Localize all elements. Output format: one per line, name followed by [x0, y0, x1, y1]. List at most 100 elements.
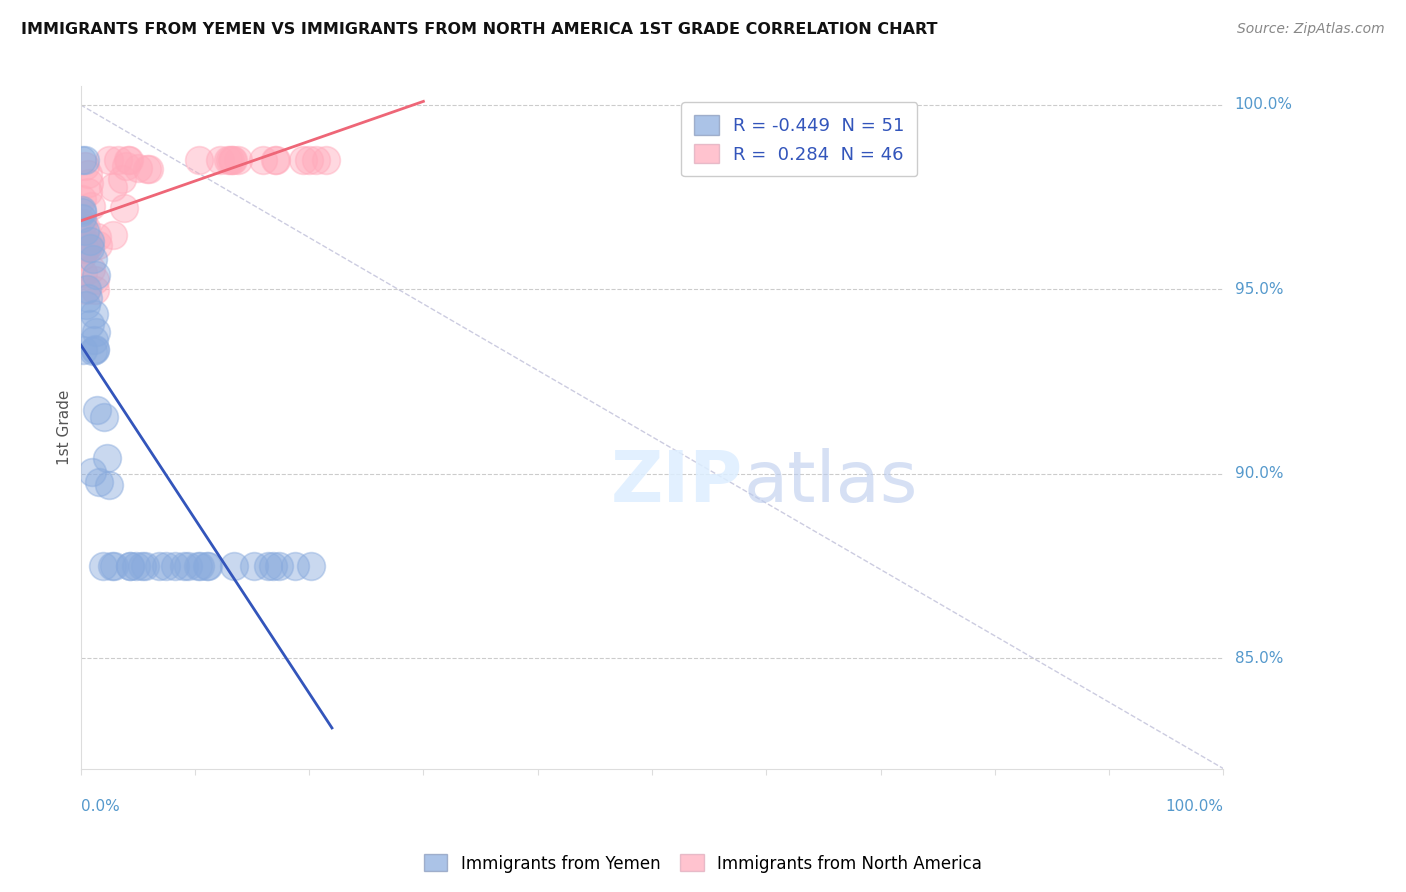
Point [115, 160, 138, 174]
Text: 0.0%: 0.0% [80, 799, 120, 814]
Point [195, 558, 218, 573]
Point [112, 201, 135, 215]
Point [79, 234, 101, 248]
Point [177, 558, 200, 573]
Point [134, 558, 156, 573]
Point [197, 558, 219, 573]
Point [107, 153, 129, 168]
Point [86, 229, 108, 244]
Point [84, 325, 107, 339]
Point [80, 261, 103, 276]
Point [70, 153, 93, 168]
Point [124, 558, 146, 573]
Point [101, 227, 124, 242]
Point [75, 284, 97, 298]
Point [284, 558, 307, 573]
Point [224, 558, 246, 573]
Point [80, 199, 103, 213]
Point [72, 266, 94, 280]
Point [82, 465, 104, 479]
Point [135, 161, 157, 176]
Text: 90.0%: 90.0% [1234, 467, 1284, 481]
Point [208, 153, 231, 168]
Point [83, 283, 105, 297]
Point [103, 558, 125, 573]
Text: atlas: atlas [744, 448, 918, 516]
Point [148, 558, 170, 573]
Point [110, 172, 132, 186]
Point [118, 558, 141, 573]
Point [89, 475, 111, 489]
Legend: R = -0.449  N = 51, R =  0.284  N = 46: R = -0.449 N = 51, R = 0.284 N = 46 [681, 103, 917, 177]
Point [76, 167, 98, 181]
Point [84, 272, 107, 286]
Point [73, 159, 96, 173]
Text: Source: ZipAtlas.com: Source: ZipAtlas.com [1237, 22, 1385, 37]
Point [217, 153, 239, 168]
Point [173, 558, 195, 573]
Point [76, 282, 98, 296]
Point [127, 161, 149, 175]
Point [165, 558, 187, 573]
Point [103, 179, 125, 194]
Point [91, 558, 114, 573]
Point [75, 224, 97, 238]
Point [187, 558, 209, 573]
Point [76, 291, 98, 305]
Point [83, 333, 105, 347]
Point [86, 268, 108, 282]
Point [299, 558, 322, 573]
Point [305, 153, 328, 168]
Point [72, 343, 94, 358]
Point [267, 558, 290, 573]
Point [155, 558, 177, 573]
Point [93, 409, 115, 424]
Point [79, 317, 101, 331]
Text: ZIP: ZIP [612, 448, 744, 516]
Point [262, 558, 284, 573]
Point [291, 153, 314, 168]
Point [70, 192, 93, 206]
Point [138, 162, 160, 177]
Point [87, 238, 110, 252]
Point [83, 343, 105, 358]
Point [256, 558, 278, 573]
Point [218, 153, 240, 168]
Point [221, 153, 243, 168]
Point [83, 307, 105, 321]
Point [264, 153, 287, 168]
Point [82, 343, 104, 358]
Point [70, 211, 93, 226]
Point [73, 242, 96, 256]
Point [100, 558, 122, 573]
Point [82, 252, 104, 266]
Point [79, 241, 101, 255]
Point [83, 343, 105, 357]
Point [242, 558, 264, 573]
Point [226, 153, 249, 168]
Point [75, 153, 97, 168]
Point [76, 240, 98, 254]
Point [222, 153, 245, 168]
Text: IMMIGRANTS FROM YEMEN VS IMMIGRANTS FROM NORTH AMERICA 1ST GRADE CORRELATION CHA: IMMIGRANTS FROM YEMEN VS IMMIGRANTS FROM… [21, 22, 938, 37]
Point [77, 176, 100, 190]
Point [70, 249, 93, 263]
Point [96, 450, 118, 465]
Point [86, 403, 108, 417]
Point [117, 153, 139, 168]
Point [75, 298, 97, 312]
Text: 85.0%: 85.0% [1234, 650, 1282, 665]
Point [264, 153, 287, 168]
Point [131, 558, 153, 573]
Text: 95.0%: 95.0% [1234, 282, 1284, 297]
Point [118, 558, 141, 573]
Point [98, 153, 121, 168]
Point [70, 203, 93, 218]
Point [72, 216, 94, 230]
Point [188, 558, 211, 573]
Text: 100.0%: 100.0% [1234, 97, 1292, 112]
Y-axis label: 1st Grade: 1st Grade [58, 390, 72, 466]
Legend: Immigrants from Yemen, Immigrants from North America: Immigrants from Yemen, Immigrants from N… [418, 847, 988, 880]
Point [70, 217, 93, 231]
Point [70, 205, 93, 219]
